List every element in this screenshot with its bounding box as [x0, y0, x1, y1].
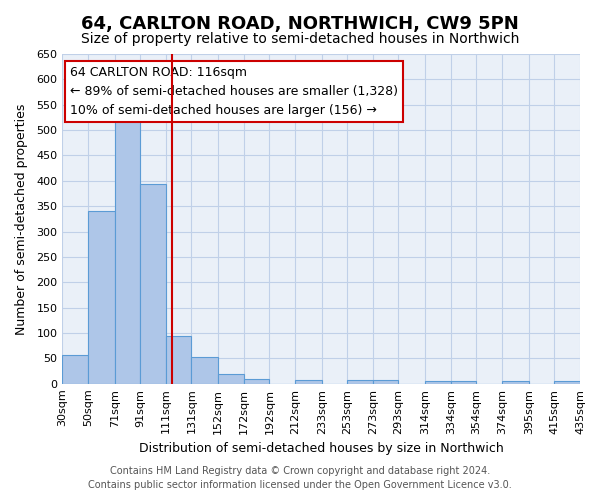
Y-axis label: Number of semi-detached properties: Number of semi-detached properties	[15, 103, 28, 334]
Bar	[295, 380, 322, 384]
Bar	[62, 355, 88, 384]
Bar	[502, 382, 529, 384]
Bar	[451, 382, 476, 384]
Bar	[166, 336, 191, 384]
Text: 64, CARLTON ROAD, NORTHWICH, CW9 5PN: 64, CARLTON ROAD, NORTHWICH, CW9 5PN	[81, 15, 519, 33]
Bar	[218, 374, 244, 384]
Bar	[373, 380, 398, 384]
Bar	[347, 380, 373, 384]
Text: Size of property relative to semi-detached houses in Northwich: Size of property relative to semi-detach…	[81, 32, 519, 46]
Bar	[115, 120, 140, 384]
Text: 64 CARLTON ROAD: 116sqm
← 89% of semi-detached houses are smaller (1,328)
10% of: 64 CARLTON ROAD: 116sqm ← 89% of semi-de…	[70, 66, 398, 116]
Bar	[554, 382, 580, 384]
Text: Contains HM Land Registry data © Crown copyright and database right 2024.
Contai: Contains HM Land Registry data © Crown c…	[88, 466, 512, 490]
Bar	[191, 358, 218, 384]
Bar	[425, 382, 451, 384]
Bar	[140, 184, 166, 384]
X-axis label: Distribution of semi-detached houses by size in Northwich: Distribution of semi-detached houses by …	[139, 442, 503, 455]
Bar	[88, 212, 115, 384]
Bar	[244, 378, 269, 384]
